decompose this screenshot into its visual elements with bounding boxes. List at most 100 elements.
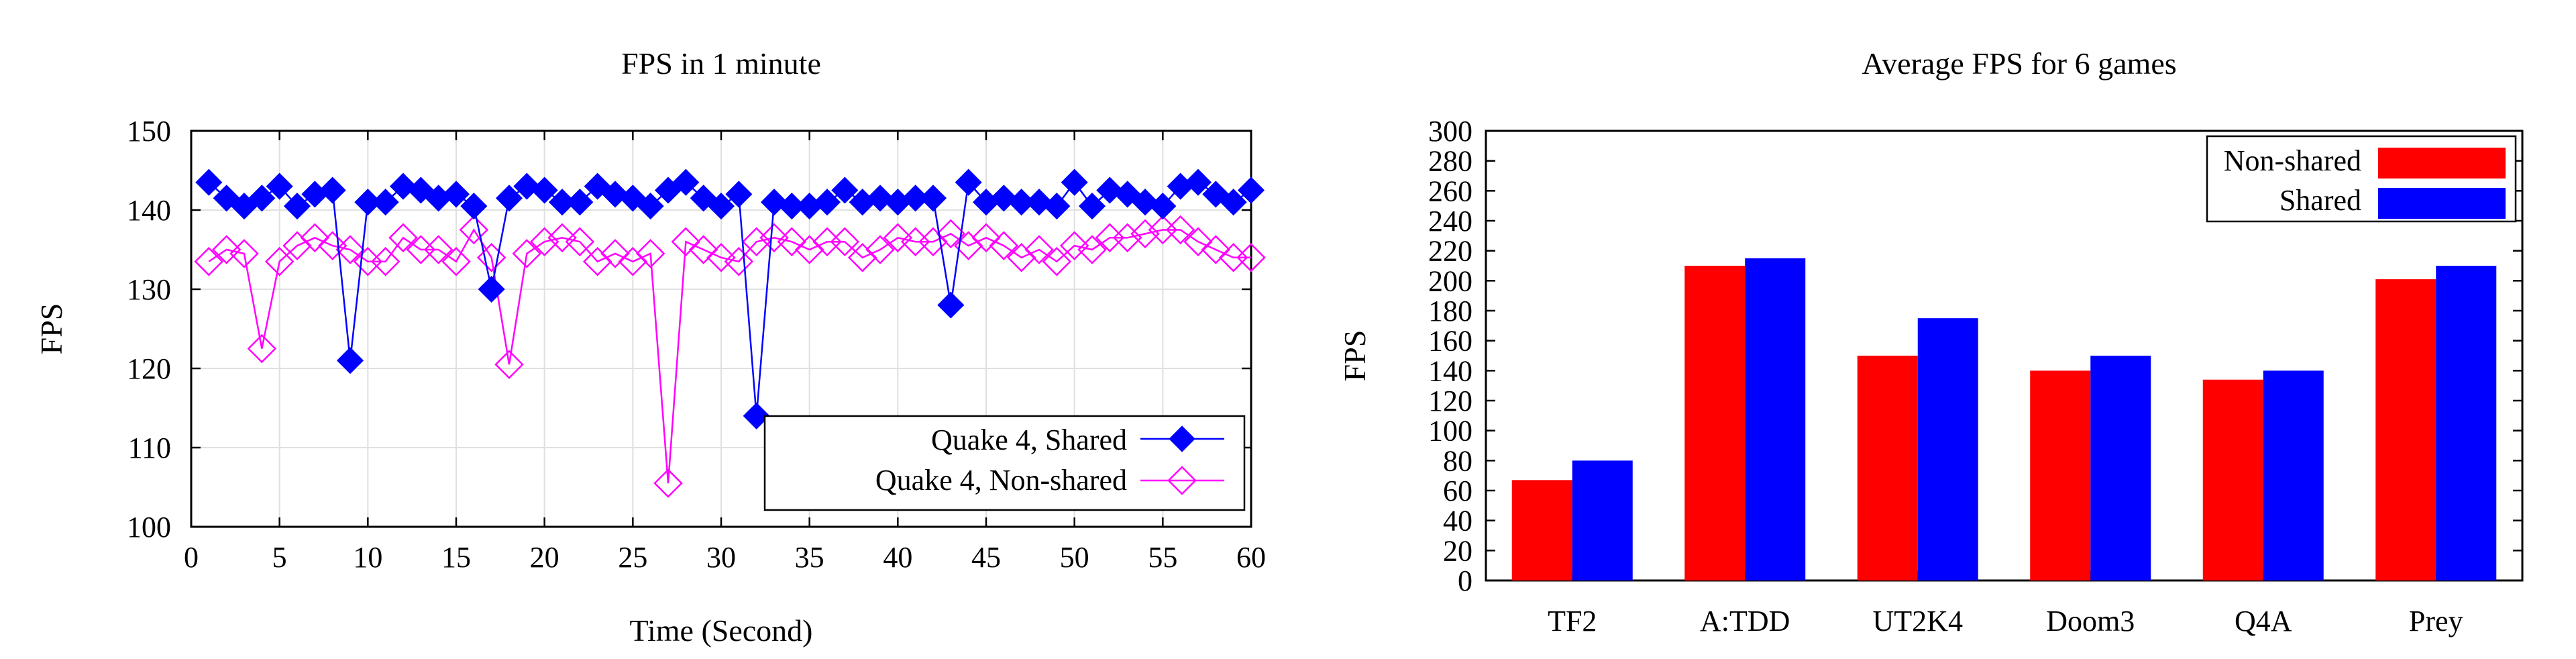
data-point [195,168,223,196]
line-chart-title: FPS in 1 minute [621,46,821,81]
bar-shared [2436,266,2497,580]
data-point [565,227,595,256]
legend-marker-non-shared [1167,466,1197,495]
line-chart-series [194,168,1266,498]
series-line [208,180,1252,416]
bar-shared [1917,318,1978,580]
x-tick-label: 15 [441,541,471,574]
series-non-shared [194,215,1266,498]
y-tick-label: 100 [127,511,171,544]
bar-non-shared [2030,370,2091,580]
data-point [918,227,948,256]
data-point [653,468,683,498]
data-point [335,235,365,264]
data-point [459,215,489,245]
data-point [582,246,612,276]
data-point [1183,227,1213,256]
data-point [990,185,1018,212]
data-point [372,189,399,216]
data-point [1220,189,1247,216]
data-point [1024,235,1054,264]
data-point [423,235,453,264]
data-point [1006,243,1036,272]
data-point [1149,193,1177,220]
y-tick-label: 240 [1428,205,1472,238]
x-tick-label: 40 [883,541,912,574]
bar-chart-bars [1511,258,2497,580]
line-chart-legend: Quake 4, Shared Quake 4, Non-shared [763,415,1246,511]
data-point [547,223,577,253]
data-point [919,185,947,212]
data-point [442,181,470,208]
data-point [460,193,488,220]
legend-label-non-shared: Quake 4, Non-shared [875,464,1127,497]
y-tick-label: 120 [1428,385,1472,417]
x-tick-label: 45 [971,541,1001,574]
data-point [319,176,346,204]
data-point [1043,193,1071,220]
x-tick-label: 35 [795,541,824,574]
data-point [847,243,877,272]
y-tick-label: 180 [1428,295,1472,327]
data-point [706,243,736,272]
legend-marker-shared [1169,425,1195,452]
bar-shared [2090,356,2151,580]
line-chart-axes: 0 5 10 15 20 25 30 35 40 45 50 55 60 100 110 120 130 140 1… [127,115,1266,574]
data-point [529,227,559,256]
data-point [883,223,913,253]
bar-chart-plot-frame [1485,130,2524,582]
x-tick-label: 55 [1148,541,1177,574]
y-tick-label: 0 [1458,564,1472,597]
data-point [831,176,859,204]
data-point [1130,219,1160,249]
data-point [1165,215,1195,245]
y-tick-label: 120 [127,352,171,385]
data-point [266,172,293,200]
y-tick-label: 150 [127,115,171,148]
data-point [211,235,241,264]
data-point [476,243,506,272]
data-point [1061,168,1088,196]
bar-chart-legend: Non-shared Shared [2206,135,2517,223]
data-point [282,231,312,260]
legend-swatch-non-shared [2378,148,2506,179]
series-shared [195,168,1265,429]
data-point [441,246,471,276]
data-point [777,227,807,256]
bar-chart-ylabel: FPS [1338,330,1372,382]
x-tick-label: 5 [272,541,287,574]
data-point [566,189,594,216]
y-tick-label: 140 [127,194,171,227]
y-tick-label: 20 [1443,534,1472,567]
data-point [264,246,294,276]
bar-chart-axes: 0204060801001201401601802002202402602803… [1428,115,2522,638]
data-point [866,185,894,212]
x-tick-label: TF2 [1548,605,1597,638]
data-point [389,172,417,200]
bar-non-shared [1684,266,1746,580]
data-point [936,219,966,249]
x-tick-label: 60 [1236,541,1266,574]
y-tick-label: 300 [1428,115,1472,148]
data-point [743,402,770,429]
data-point [989,231,1019,260]
x-tick-label: Q4A [2235,605,2292,638]
data-point [955,168,982,196]
data-point [830,227,860,256]
data-point [1059,231,1089,260]
y-tick-label: 280 [1428,145,1472,178]
data-point [512,239,542,268]
y-tick-label: 160 [1428,325,1472,358]
data-point [725,181,753,208]
data-point [247,334,277,364]
data-point [388,223,418,253]
data-point [1201,235,1231,264]
bar-chart: Average FPS for 6 games 0204060801001201… [1338,46,2524,638]
y-tick-label: 60 [1443,474,1472,507]
data-point [1237,176,1265,204]
data-point [741,227,771,256]
legend-label-shared-bar: Shared [2279,184,2361,217]
data-point [601,181,629,208]
data-point [672,168,700,196]
x-tick-label: Doom3 [2046,605,2135,638]
